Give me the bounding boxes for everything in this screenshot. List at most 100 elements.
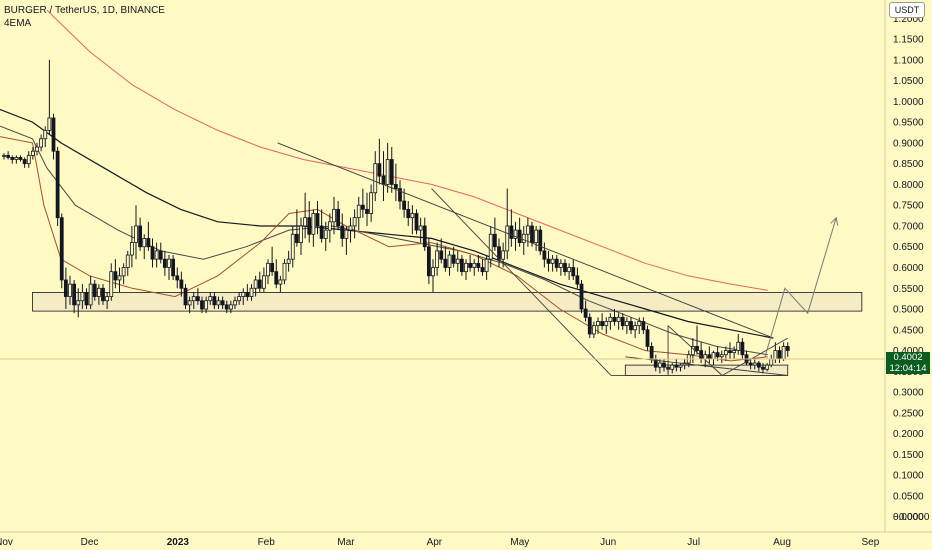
candle-body: [629, 321, 633, 331]
time-tick-label: Nov: [0, 537, 13, 548]
candle-body: [748, 362, 753, 366]
ema-layer: [0, 9, 774, 362]
candle-body: [385, 159, 390, 185]
candle-body: [121, 267, 126, 277]
candle-body: [30, 150, 35, 156]
candle-body: [740, 341, 745, 356]
candle-body: [785, 346, 790, 351]
trendline-6: [721, 337, 788, 376]
candle-body: [587, 316, 592, 335]
candle-body: [517, 229, 522, 243]
candle-body: [125, 254, 130, 268]
candle-body: [381, 175, 386, 185]
candle-body: [290, 233, 295, 260]
price-tick-label: 1.0000: [893, 97, 924, 108]
candle-body: [765, 364, 770, 370]
price-tick-label: 0.8500: [893, 159, 924, 170]
candle-body: [538, 229, 543, 252]
candle-body: [88, 283, 93, 306]
candle-body: [373, 163, 378, 194]
candle-body: [101, 287, 105, 302]
price-tick-label: 0.9500: [893, 118, 924, 129]
time-tick-label: Apr: [427, 537, 443, 548]
candle-body: [662, 362, 666, 368]
price-tick-label: 0.0000: [893, 512, 924, 523]
candle-body: [472, 262, 477, 268]
candle-body: [299, 225, 303, 243]
price-tick-label: 0.9000: [893, 138, 924, 149]
candle-body: [245, 292, 250, 297]
candle-body: [47, 117, 52, 131]
candle-body: [319, 225, 324, 239]
candle-body: [311, 213, 316, 235]
candle-body: [224, 304, 229, 310]
candle-body: [237, 296, 242, 302]
chart-legend: BURGER / TetherUS, 1D, BINANCE 4EMA: [4, 4, 165, 30]
candle-body: [591, 325, 596, 335]
symbol-title: BURGER / TetherUS, 1D, BINANCE: [4, 5, 165, 16]
price-tick-label: 0.2000: [893, 429, 924, 440]
current-price-value: 0.4002: [893, 352, 923, 363]
candle-body: [200, 300, 204, 310]
candle-body: [336, 208, 341, 227]
candle-body: [431, 267, 435, 277]
candle-body: [752, 362, 757, 366]
candle-body: [554, 258, 559, 268]
candle-body: [645, 329, 650, 347]
candle-body: [26, 154, 31, 165]
bar-countdown: 12:04:14: [889, 363, 927, 374]
candle-body: [63, 279, 68, 297]
candle-body: [208, 296, 213, 302]
ema-line-2: [0, 125, 768, 356]
candle-body: [563, 262, 567, 273]
candle-body: [216, 300, 221, 306]
candle-body: [332, 208, 336, 223]
candle-body: [398, 188, 402, 202]
currency-selector[interactable]: USDT: [889, 2, 925, 18]
candle-body: [51, 117, 56, 152]
candle-body: [369, 192, 374, 214]
candle-body: [22, 159, 27, 165]
candle-body: [35, 146, 39, 152]
candle-body: [274, 271, 279, 285]
indicator-label[interactable]: 4EMA: [4, 18, 32, 29]
candle-body: [624, 321, 629, 327]
candle-body: [546, 258, 551, 264]
candles-layer: [2, 59, 790, 374]
candle-body: [571, 267, 576, 277]
candle-body: [105, 296, 110, 302]
candle-body: [389, 159, 394, 185]
candle-body: [674, 364, 679, 368]
candle-body: [270, 262, 275, 273]
candle-body: [513, 229, 518, 239]
candle-body: [637, 321, 642, 327]
candle-body: [695, 346, 699, 351]
candle-body: [134, 225, 138, 243]
candle-body: [422, 225, 427, 248]
time-tick-label: Mar: [337, 537, 355, 548]
candle-body: [670, 364, 675, 370]
candle-body: [488, 233, 493, 260]
time-tick-label: Feb: [258, 537, 276, 548]
price-tick-label: 0.1000: [893, 471, 924, 482]
candle-body: [266, 262, 270, 277]
time-tick-label: Sep: [862, 537, 880, 548]
candle-body: [344, 229, 349, 239]
candle-body: [303, 217, 308, 227]
candle-body: [212, 296, 217, 306]
candle-body: [600, 321, 605, 327]
candle-body: [323, 229, 328, 239]
candle-body: [340, 225, 345, 239]
candle-body: [505, 225, 510, 252]
candle-body: [633, 325, 638, 331]
candle-body: [736, 341, 741, 351]
price-tick-label: 0.5500: [893, 284, 924, 295]
time-tick-label: Jul: [687, 537, 700, 548]
candle-body: [596, 321, 600, 327]
candle-body: [484, 258, 489, 273]
candle-body: [579, 283, 584, 310]
time-tick-label: Jun: [600, 537, 616, 548]
candle-body: [443, 258, 448, 268]
ema-line-1: [0, 108, 774, 339]
